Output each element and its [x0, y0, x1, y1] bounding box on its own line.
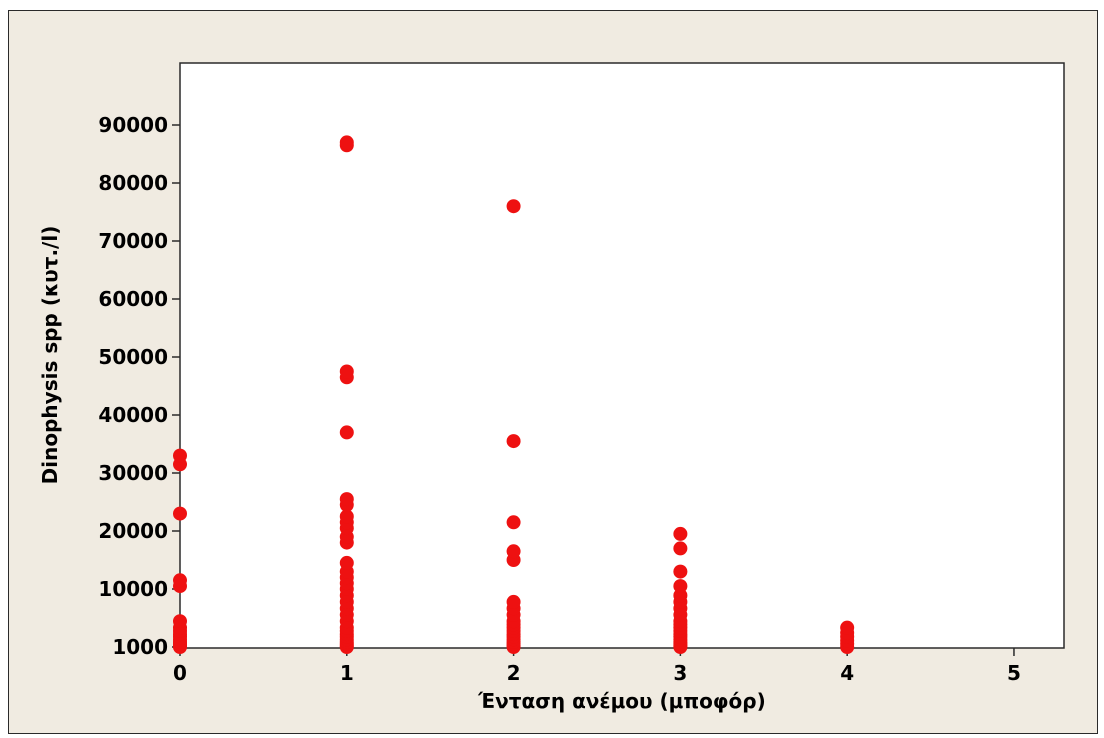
- data-point: [506, 434, 521, 449]
- x-tick-label: 5: [1007, 661, 1021, 685]
- data-point: [840, 620, 855, 635]
- data-point: [173, 614, 187, 629]
- y-tick-label: 40000: [98, 403, 168, 427]
- data-point: [339, 492, 354, 507]
- data-point: [339, 425, 354, 440]
- data-point: [673, 564, 688, 579]
- data-points: [173, 135, 855, 654]
- y-axis: 1000 10000 20000 30000 40000 50000 60000 70000 8…: [98, 113, 180, 659]
- data-point: [173, 573, 187, 588]
- y-tick-label: 50000: [98, 345, 168, 369]
- y-tick-label: 10000: [98, 577, 168, 601]
- data-point: [339, 555, 354, 570]
- x-tick-label: 2: [507, 661, 521, 685]
- data-point: [506, 199, 521, 214]
- y-tick-label: 70000: [98, 229, 168, 253]
- chart-frame: 1000 10000 20000 30000 40000 50000 60000 70000 8…: [8, 10, 1098, 734]
- y-tick-label: 90000: [98, 113, 168, 137]
- data-point: [173, 448, 187, 463]
- data-point: [673, 526, 688, 541]
- data-point: [673, 541, 688, 556]
- y-tick-label: 80000: [98, 171, 168, 195]
- plot-area: [179, 62, 1065, 649]
- data-point: [339, 509, 354, 524]
- x-axis-title: Ένταση ανέμου (μποφόρ): [477, 689, 766, 713]
- x-tick-label: 0: [173, 661, 187, 685]
- data-point: [339, 364, 354, 379]
- data-point: [506, 515, 521, 530]
- y-tick-label: 60000: [98, 287, 168, 311]
- y-tick-label: 20000: [98, 519, 168, 543]
- y-tick-label: 30000: [98, 461, 168, 485]
- y-axis-title: Dinophysis spp (κυτ./l): [38, 226, 62, 485]
- x-tick-label: 4: [840, 661, 854, 685]
- data-point: [506, 544, 521, 559]
- scatter-chart: 1000 10000 20000 30000 40000 50000 60000 70000 8…: [38, 62, 1065, 713]
- data-point: [339, 135, 354, 150]
- y-tick-label: 1000: [112, 635, 168, 659]
- x-tick-label: 3: [673, 661, 687, 685]
- data-point: [173, 506, 187, 521]
- data-point: [506, 594, 521, 609]
- x-axis: 0 1 2 3 4 5: [173, 648, 1021, 685]
- x-tick-label: 1: [340, 661, 354, 685]
- data-point: [673, 579, 688, 594]
